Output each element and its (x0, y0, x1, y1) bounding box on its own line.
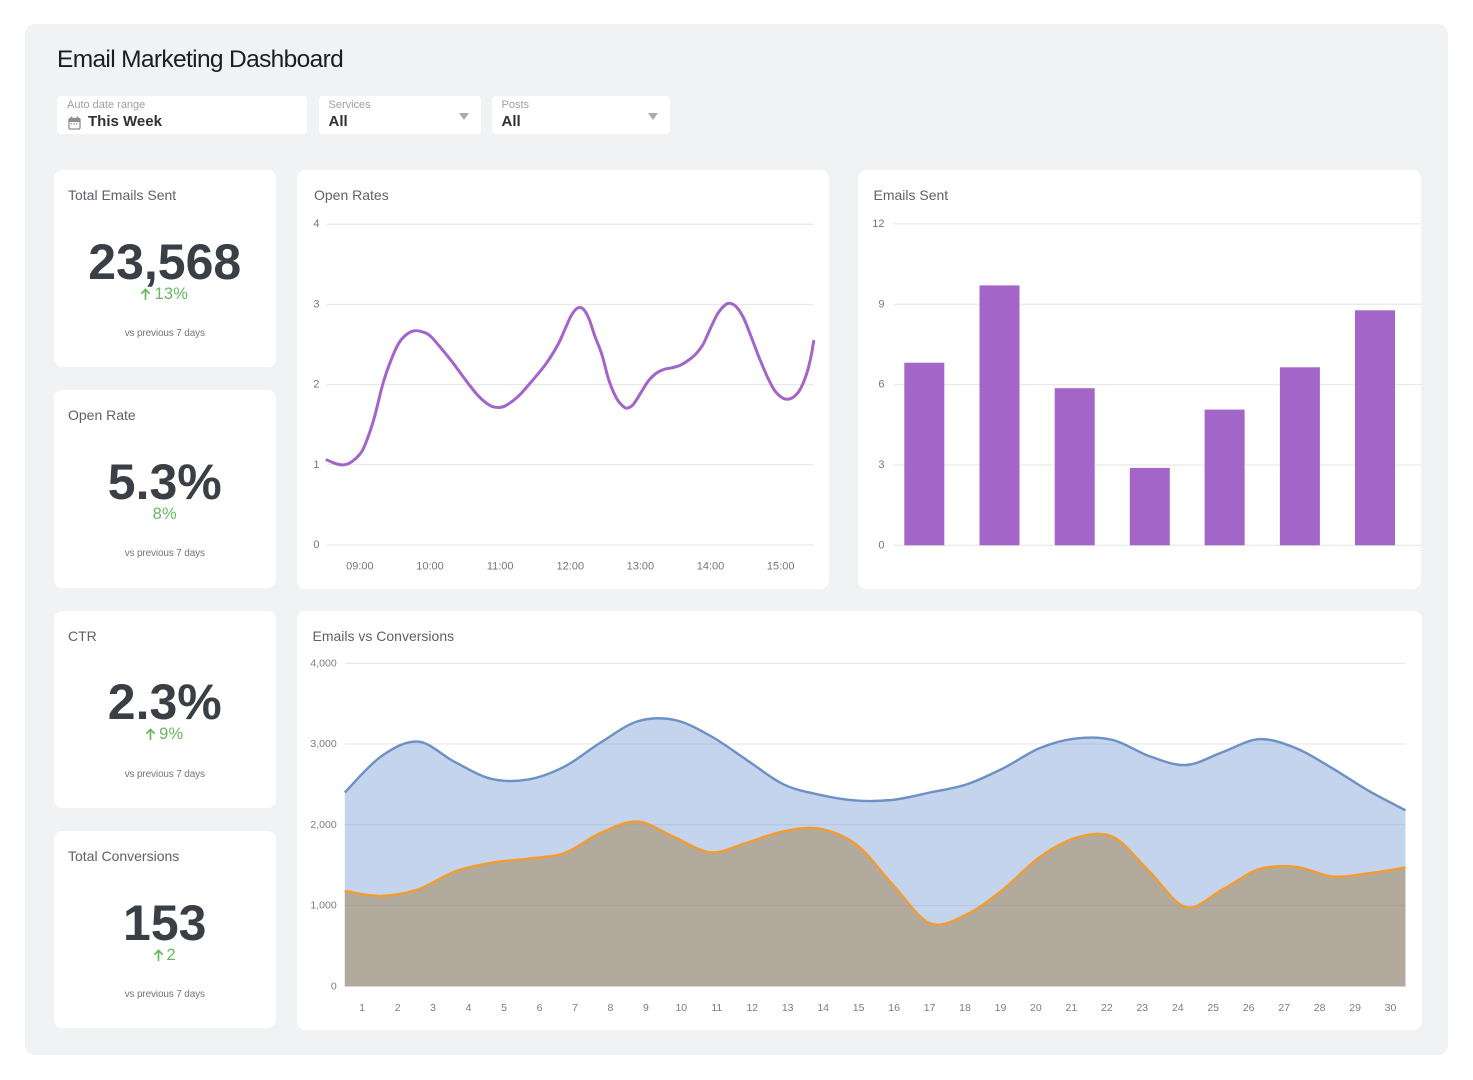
svg-text:25: 25 (1207, 1002, 1219, 1014)
svg-text:0: 0 (878, 539, 884, 551)
svg-text:4: 4 (466, 1002, 472, 1014)
svg-text:17: 17 (924, 1002, 936, 1014)
svg-text:7: 7 (572, 1002, 578, 1014)
svg-text:9: 9 (878, 298, 884, 310)
svg-text:19: 19 (995, 1002, 1007, 1014)
svg-text:9: 9 (643, 1002, 649, 1014)
svg-text:18: 18 (959, 1002, 971, 1014)
svg-text:3,000: 3,000 (310, 738, 336, 750)
svg-text:16: 16 (888, 1002, 900, 1014)
svg-text:21: 21 (1066, 1002, 1078, 1014)
svg-text:23: 23 (1136, 1002, 1148, 1014)
svg-text:12: 12 (746, 1002, 758, 1014)
svg-text:13: 13 (782, 1002, 794, 1014)
svg-text:3: 3 (878, 459, 884, 471)
svg-text:0: 0 (313, 539, 319, 551)
svg-text:14:00: 14:00 (697, 561, 725, 573)
svg-text:15:00: 15:00 (767, 561, 795, 573)
svg-text:12:00: 12:00 (557, 561, 585, 573)
svg-text:27: 27 (1278, 1002, 1290, 1014)
svg-text:1,000: 1,000 (310, 900, 336, 912)
svg-text:6: 6 (537, 1002, 543, 1014)
svg-text:24: 24 (1172, 1002, 1184, 1014)
svg-text:5: 5 (501, 1002, 507, 1014)
svg-text:28: 28 (1314, 1002, 1326, 1014)
svg-text:20: 20 (1030, 1002, 1042, 1014)
svg-text:26: 26 (1243, 1002, 1255, 1014)
svg-text:13:00: 13:00 (627, 561, 655, 573)
svg-text:30: 30 (1385, 1002, 1397, 1014)
svg-text:3: 3 (430, 1002, 436, 1014)
svg-text:3: 3 (313, 298, 319, 310)
svg-text:11:00: 11:00 (487, 561, 514, 573)
svg-text:2: 2 (313, 379, 319, 391)
svg-text:4,000: 4,000 (310, 657, 336, 669)
svg-text:12: 12 (872, 218, 884, 230)
svg-text:2,000: 2,000 (310, 819, 336, 831)
svg-text:11: 11 (711, 1002, 722, 1014)
svg-text:29: 29 (1349, 1002, 1361, 1014)
svg-text:1: 1 (313, 459, 319, 471)
svg-text:10:00: 10:00 (416, 561, 444, 573)
svg-text:15: 15 (853, 1002, 865, 1014)
svg-text:8: 8 (607, 1002, 613, 1014)
svg-text:1: 1 (359, 1002, 365, 1014)
svg-text:14: 14 (817, 1002, 829, 1014)
svg-text:22: 22 (1101, 1002, 1113, 1014)
svg-text:10: 10 (675, 1002, 687, 1014)
svg-text:4: 4 (313, 218, 319, 230)
svg-text:09:00: 09:00 (346, 561, 374, 573)
svg-text:2: 2 (395, 1002, 401, 1014)
svg-text:6: 6 (878, 379, 884, 391)
svg-text:0: 0 (331, 980, 337, 992)
